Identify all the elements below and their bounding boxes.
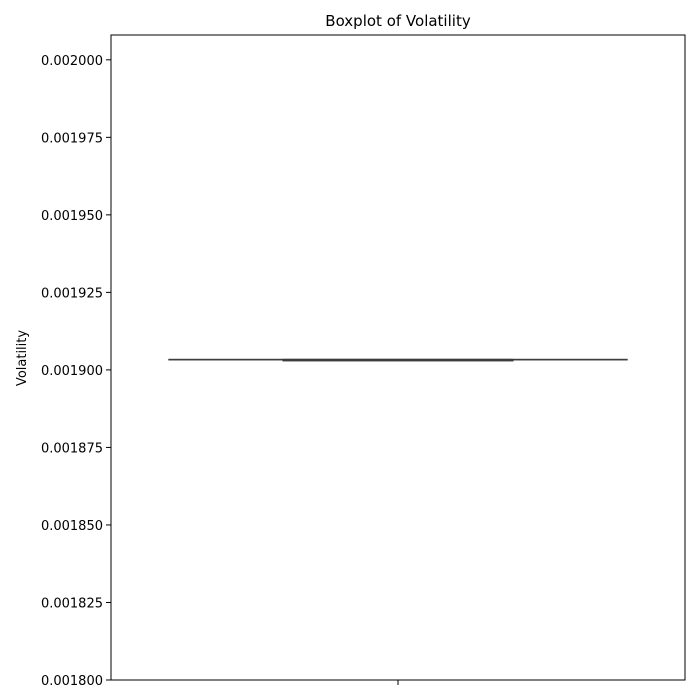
y-tick-label: 0.001900 (41, 364, 103, 379)
y-tick-label: 0.001925 (41, 286, 103, 301)
plot-frame (110, 34, 686, 681)
y-axis-label: Volatility (15, 330, 30, 386)
y-tick-label: 0.001975 (41, 131, 103, 146)
y-tick-label: 0.001850 (41, 519, 103, 534)
y-tick-label: 0.001825 (41, 596, 103, 611)
y-tick-label: 0.002000 (41, 54, 103, 69)
y-tick-label: 0.001800 (41, 674, 103, 689)
y-tick-label: 0.001950 (41, 209, 103, 224)
y-tick-label: 0.001875 (41, 441, 103, 456)
plot-area: 0.001800 0.001825 0.001850 0.001875 0.001900… (41, 34, 686, 689)
chart-title: Boxplot of Volatility (325, 12, 471, 30)
